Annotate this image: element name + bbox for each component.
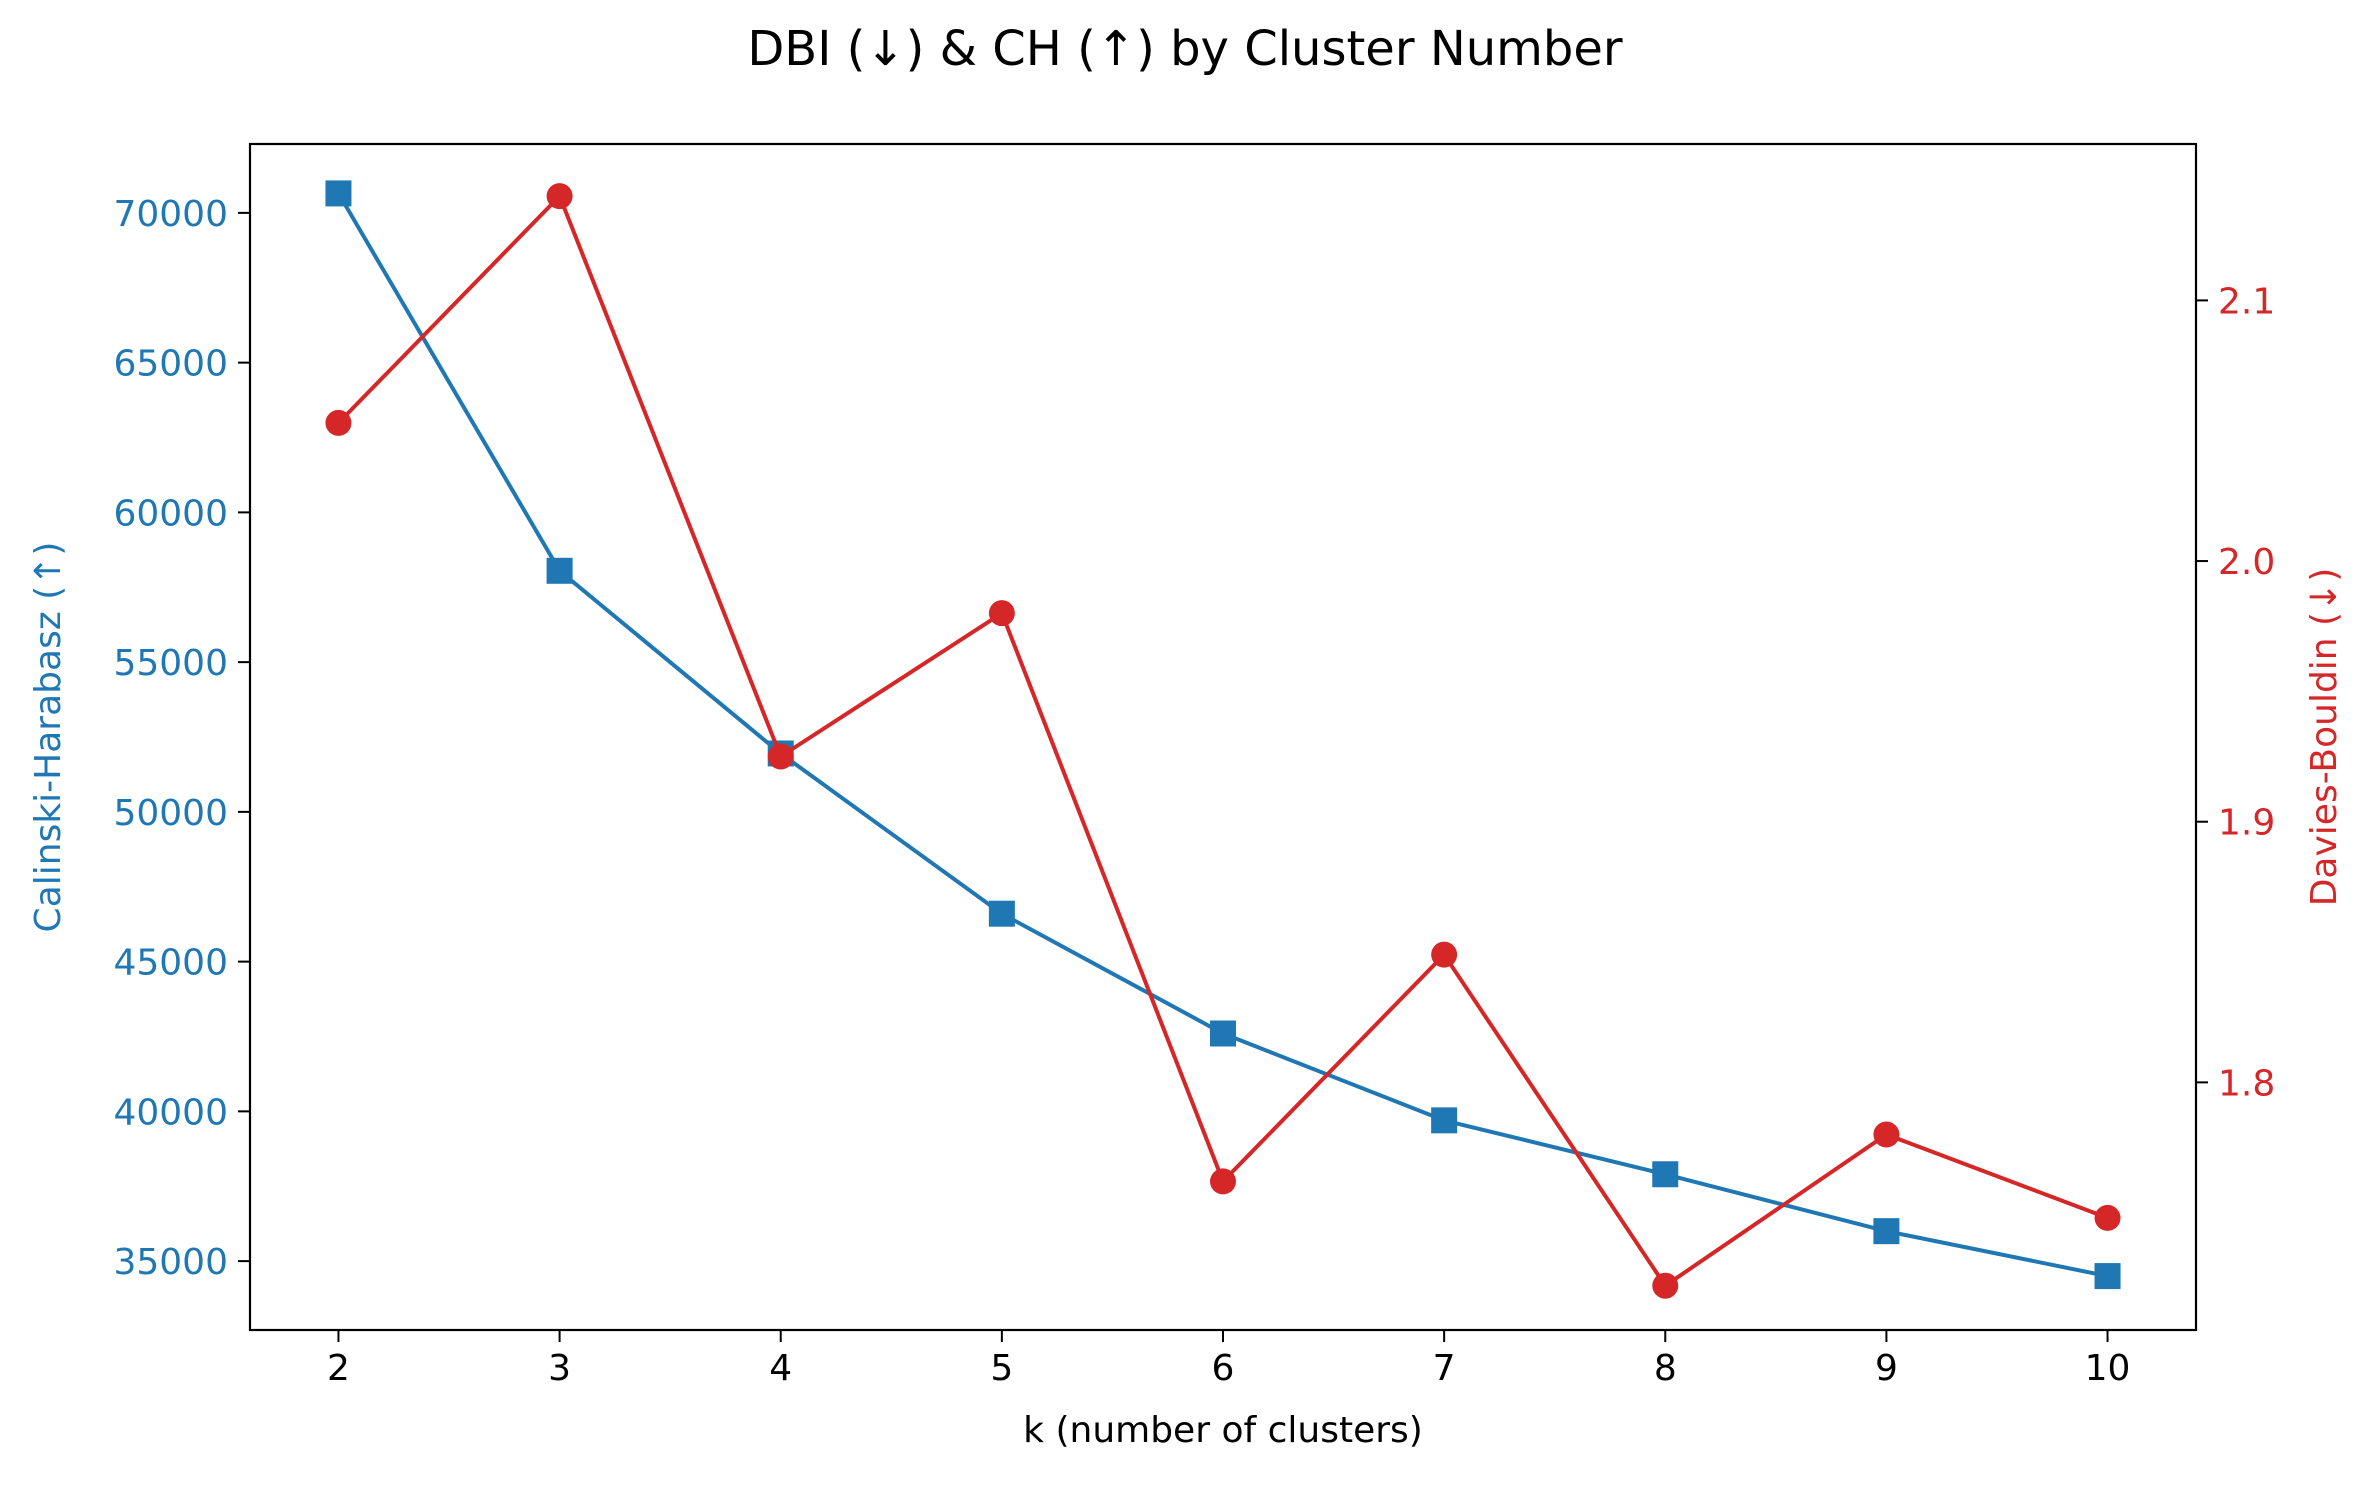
data-point-square <box>1431 1107 1458 1134</box>
left-tick-label: 35000 <box>113 1242 228 1283</box>
right-axis-ticks: 1.8 1.9 2.0 2.1 <box>2196 281 2275 1104</box>
data-point-circle <box>1652 1272 1679 1299</box>
data-point-circle <box>1210 1168 1236 1195</box>
data-point-circle <box>2094 1204 2121 1231</box>
data-point-square <box>988 900 1015 927</box>
data-point-circle <box>546 183 573 210</box>
left-tick-label: 55000 <box>113 643 228 684</box>
left-tick-label: 50000 <box>113 793 228 834</box>
x-tick-label: 6 <box>1212 1348 1235 1389</box>
right-tick-label: 1.8 <box>2218 1063 2275 1104</box>
x-tick-label: 2 <box>327 1348 350 1389</box>
x-tick-label: 3 <box>548 1348 571 1389</box>
data-point-square <box>2094 1263 2121 1290</box>
x-tick-label: 10 <box>2085 1348 2131 1389</box>
data-point-circle <box>988 600 1015 627</box>
left-tick-label: 65000 <box>113 344 228 385</box>
right-tick-label: 1.9 <box>2218 803 2275 844</box>
data-point-circle <box>325 409 352 436</box>
left-tick-label: 45000 <box>113 943 228 984</box>
right-tick-label: 2.1 <box>2218 281 2275 322</box>
data-point-square <box>1652 1161 1679 1188</box>
data-point-square <box>1210 1020 1236 1047</box>
x-tick-label: 9 <box>1875 1348 1898 1389</box>
right-tick-label: 2.0 <box>2218 542 2275 583</box>
data-point-square <box>546 557 573 584</box>
left-tick-label: 60000 <box>113 493 228 534</box>
data-point-circle <box>1431 941 1458 968</box>
left-tick-label: 70000 <box>113 194 228 235</box>
x-axis-ticks: 2 3 4 5 6 7 8 9 10 <box>327 1330 2130 1389</box>
data-point-square <box>325 180 352 207</box>
chart-title: DBI (↓) & CH (↑) by Cluster Number <box>747 21 1623 77</box>
x-tick-label: 5 <box>990 1348 1013 1389</box>
plot-marks <box>325 180 2121 1299</box>
data-point-square <box>1873 1218 1900 1245</box>
left-axis-label: Calinski-Harabasz (↑) <box>28 542 69 933</box>
data-point-circle <box>767 743 794 770</box>
left-tick-label: 40000 <box>113 1092 228 1133</box>
data-point-circle <box>1873 1121 1900 1148</box>
right-axis-label: Davies-Bouldin (↓) <box>2304 568 2345 907</box>
x-axis-label: k (number of clusters) <box>1023 1410 1423 1451</box>
x-tick-label: 4 <box>769 1348 792 1389</box>
x-tick-label: 8 <box>1654 1348 1677 1389</box>
x-tick-label: 7 <box>1433 1348 1456 1389</box>
left-axis-ticks: 35000 40000 45000 50000 55000 60000 65000 70000 <box>113 194 250 1283</box>
